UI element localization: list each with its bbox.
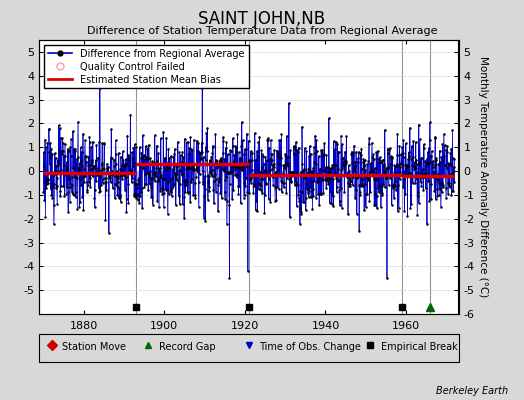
Text: Empirical Break: Empirical Break <box>381 342 457 352</box>
Text: Time of Obs. Change: Time of Obs. Change <box>259 342 361 352</box>
Text: 1960: 1960 <box>392 321 420 331</box>
Text: 1880: 1880 <box>70 321 98 331</box>
Text: 1900: 1900 <box>150 321 178 331</box>
Text: Berkeley Earth: Berkeley Earth <box>436 386 508 396</box>
Text: 1920: 1920 <box>231 321 259 331</box>
Text: Station Move: Station Move <box>62 342 126 352</box>
Text: Record Gap: Record Gap <box>159 342 215 352</box>
Legend: Difference from Regional Average, Quality Control Failed, Estimated Station Mean: Difference from Regional Average, Qualit… <box>44 45 248 88</box>
Y-axis label: Monthly Temperature Anomaly Difference (°C): Monthly Temperature Anomaly Difference (… <box>478 56 488 298</box>
Text: Difference of Station Temperature Data from Regional Average: Difference of Station Temperature Data f… <box>87 26 437 36</box>
Text: 1940: 1940 <box>311 321 340 331</box>
Text: SAINT JOHN,NB: SAINT JOHN,NB <box>199 10 325 28</box>
